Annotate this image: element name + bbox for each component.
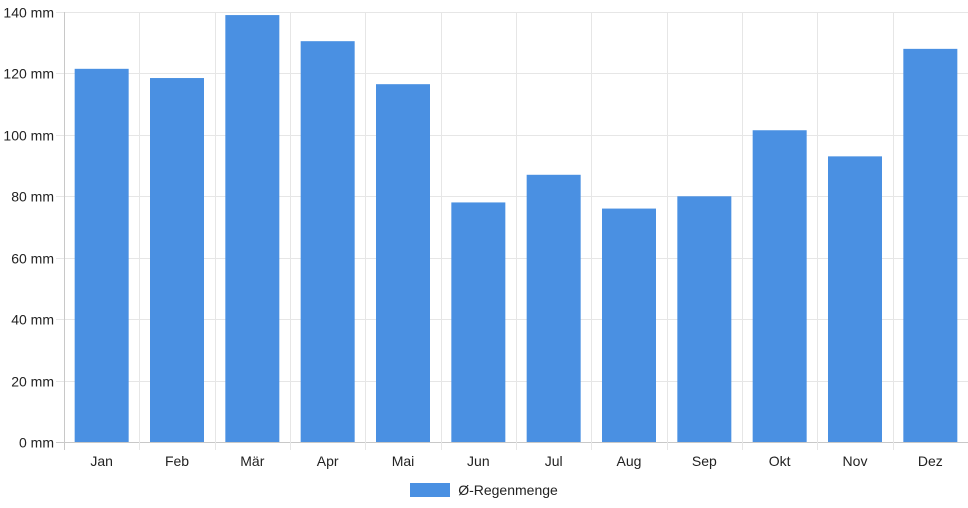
y-tick-label: 40 mm [11, 312, 54, 328]
bar-mär[interactable] [225, 15, 280, 442]
bar-okt[interactable] [752, 130, 807, 442]
x-tick-label: Aug [617, 453, 642, 469]
x-tick-label: Okt [769, 453, 791, 469]
y-tick-label: 100 mm [3, 128, 54, 144]
chart-legend[interactable]: Ø-Regenmenge [0, 478, 968, 502]
chart-svg: 0 mm 20 mm 40 mm 60 mm 80 mm 100 mm 120 mm 140 … [3, 5, 968, 470]
legend-label[interactable]: Ø-Regenmenge [458, 482, 558, 498]
legend-swatch[interactable] [410, 483, 451, 497]
grid-layer [56, 12, 968, 450]
y-tick-label: 120 mm [3, 66, 54, 82]
bar-dez[interactable] [903, 48, 958, 442]
y-tick-label: 80 mm [11, 189, 54, 205]
x-tick-label: Mai [392, 453, 415, 469]
bar-jun[interactable] [451, 202, 506, 442]
x-tick-label: Apr [317, 453, 339, 469]
bar-sep[interactable] [677, 196, 732, 442]
bar-mai[interactable] [376, 84, 430, 442]
bars-layer [74, 15, 958, 443]
bar-apr[interactable] [300, 41, 355, 443]
bar-jan[interactable] [74, 68, 129, 443]
x-tick-label: Nov [843, 453, 868, 469]
x-tick-label: Dez [918, 453, 943, 469]
bar-jul[interactable] [526, 174, 581, 443]
x-tick-label: Feb [165, 453, 189, 469]
x-tick-label: Sep [692, 453, 717, 469]
x-tick-label: Mär [240, 453, 264, 469]
bar-feb[interactable] [150, 78, 204, 443]
x-tick-label: Jul [545, 453, 563, 469]
x-tick-label: Jan [90, 453, 113, 469]
y-tick-label: 60 mm [11, 251, 54, 267]
y-tick-label: 0 mm [19, 435, 54, 451]
bar-nov[interactable] [828, 156, 882, 442]
bar-aug[interactable] [602, 208, 656, 442]
axis-layer: 0 mm 20 mm 40 mm 60 mm 80 mm 100 mm 120 mm 140 … [3, 5, 942, 470]
x-tick-label: Jun [467, 453, 490, 469]
y-tick-label: 140 mm [3, 5, 54, 21]
y-tick-label: 20 mm [11, 374, 54, 390]
